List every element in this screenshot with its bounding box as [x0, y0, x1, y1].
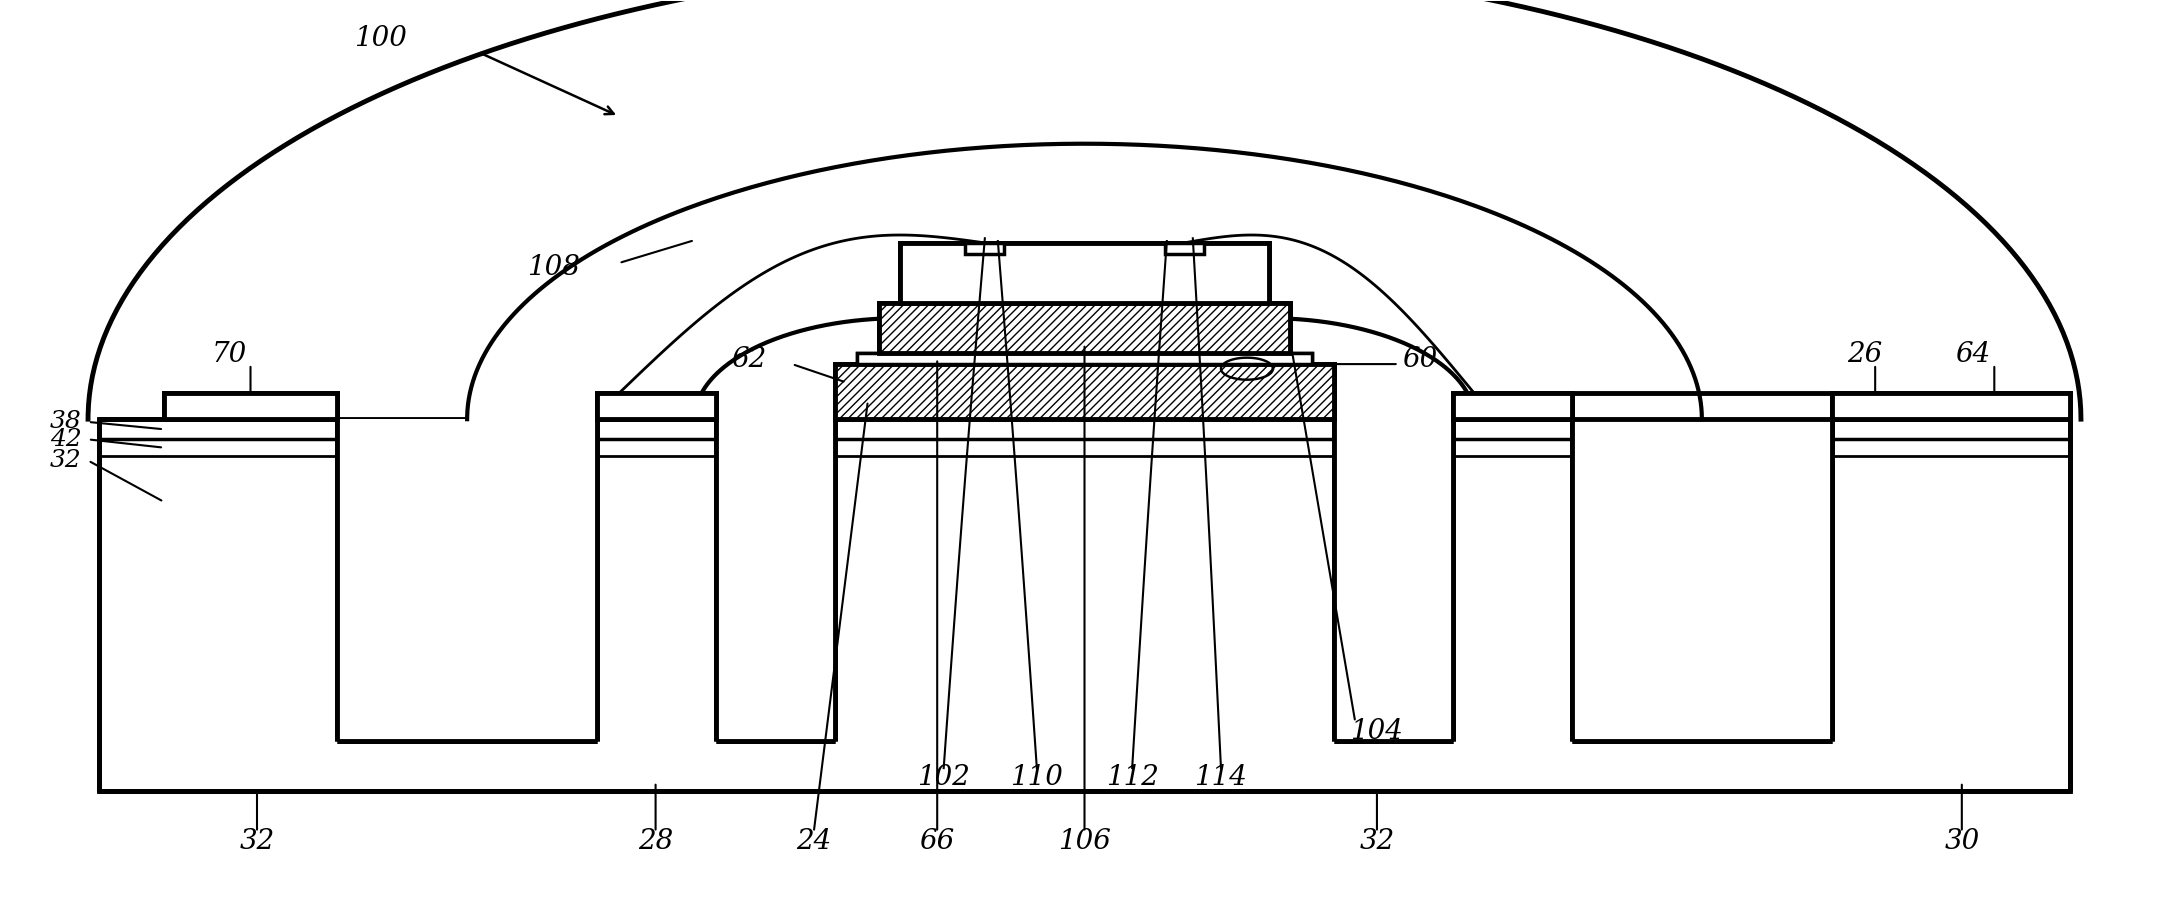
- Polygon shape: [878, 303, 1291, 353]
- Text: 60: 60: [1403, 346, 1438, 373]
- Text: 32: 32: [50, 449, 82, 472]
- Polygon shape: [1573, 419, 1833, 740]
- Polygon shape: [900, 243, 1269, 303]
- Polygon shape: [100, 419, 336, 439]
- Text: 28: 28: [638, 828, 672, 855]
- Text: 114: 114: [1195, 764, 1247, 791]
- Polygon shape: [835, 419, 1334, 439]
- Polygon shape: [835, 439, 1334, 456]
- Polygon shape: [336, 419, 596, 740]
- Polygon shape: [89, 0, 2080, 419]
- Text: 70: 70: [210, 342, 247, 368]
- Text: 24: 24: [796, 828, 831, 855]
- Polygon shape: [165, 393, 336, 419]
- Text: 30: 30: [1943, 828, 1980, 855]
- Text: 108: 108: [527, 254, 581, 281]
- Polygon shape: [100, 439, 336, 456]
- Text: 32: 32: [239, 828, 275, 855]
- Polygon shape: [1573, 393, 1833, 419]
- Polygon shape: [336, 419, 596, 740]
- Text: 104: 104: [1351, 717, 1403, 745]
- Polygon shape: [1833, 393, 2069, 419]
- Text: 32: 32: [1360, 828, 1395, 855]
- Polygon shape: [466, 144, 1703, 419]
- Polygon shape: [1334, 419, 1453, 740]
- Polygon shape: [1453, 439, 1573, 456]
- Text: 102: 102: [917, 764, 970, 791]
- Polygon shape: [965, 243, 1004, 254]
- Polygon shape: [716, 419, 835, 740]
- Text: 42: 42: [50, 428, 82, 451]
- Polygon shape: [1453, 393, 1573, 419]
- Polygon shape: [900, 243, 1269, 303]
- Polygon shape: [965, 243, 1004, 254]
- Text: 112: 112: [1106, 764, 1158, 791]
- Text: 106: 106: [1058, 828, 1111, 855]
- Polygon shape: [1833, 419, 2069, 439]
- Polygon shape: [596, 439, 716, 456]
- Text: 38: 38: [50, 411, 82, 434]
- Polygon shape: [716, 419, 835, 740]
- Polygon shape: [1833, 439, 2069, 456]
- Polygon shape: [1334, 419, 1453, 740]
- Text: 110: 110: [1011, 764, 1063, 791]
- Polygon shape: [165, 393, 336, 419]
- Text: 100: 100: [354, 25, 408, 52]
- Polygon shape: [596, 393, 716, 419]
- Polygon shape: [1165, 243, 1204, 254]
- Polygon shape: [1453, 393, 1573, 419]
- Polygon shape: [835, 364, 1334, 419]
- Polygon shape: [1453, 419, 1573, 439]
- Polygon shape: [694, 318, 1106, 419]
- Polygon shape: [1165, 243, 1204, 254]
- Polygon shape: [1573, 419, 1833, 740]
- Text: 62: 62: [731, 346, 766, 373]
- Polygon shape: [596, 419, 716, 439]
- Text: 26: 26: [1846, 342, 1883, 368]
- Polygon shape: [1833, 393, 2069, 419]
- Polygon shape: [857, 353, 1312, 364]
- Polygon shape: [835, 364, 1334, 419]
- Polygon shape: [100, 419, 2069, 791]
- Text: 64: 64: [1954, 342, 1991, 368]
- Text: 66: 66: [920, 828, 954, 855]
- Polygon shape: [878, 303, 1291, 353]
- Polygon shape: [596, 393, 716, 419]
- Polygon shape: [1063, 318, 1475, 419]
- Polygon shape: [857, 353, 1312, 364]
- Polygon shape: [100, 419, 2069, 791]
